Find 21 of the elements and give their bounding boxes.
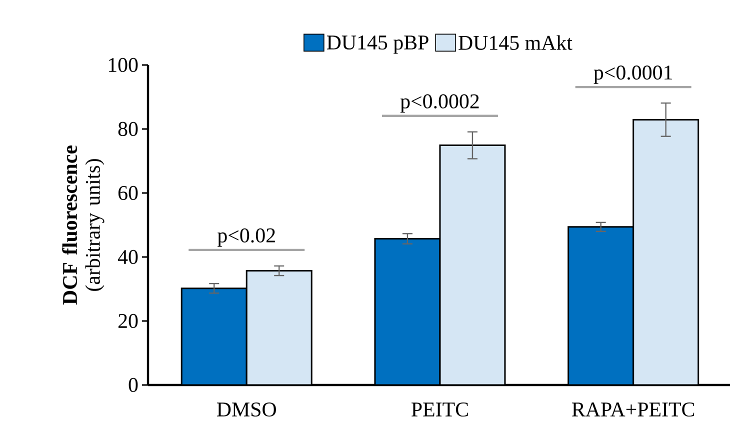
legend-label: DU145 pBP bbox=[326, 36, 428, 54]
bar bbox=[246, 270, 312, 385]
bar bbox=[632, 118, 700, 385]
y-tick-label: 60 bbox=[118, 186, 138, 200]
x-tick-label: DMSO bbox=[217, 402, 276, 417]
y-tick-label: 100 bbox=[108, 58, 138, 72]
y-tick-label: 0 bbox=[128, 378, 138, 392]
y-tick-label: 80 bbox=[118, 122, 138, 136]
bar bbox=[568, 226, 634, 385]
y-tick-label: 20 bbox=[118, 314, 138, 328]
y-axis-title: DCF fluorescence (arbitrary units) bbox=[62, 146, 104, 305]
bar bbox=[439, 144, 506, 385]
annotation: p<0.0001 bbox=[594, 66, 672, 84]
bar bbox=[374, 238, 441, 385]
x-tick-label: PEITC bbox=[412, 402, 468, 417]
x-tick-label: RAPA+PEITC bbox=[572, 402, 694, 417]
bar bbox=[180, 288, 248, 385]
annotation: p<0.02 bbox=[218, 228, 275, 247]
legend-label: DU145 mAkt bbox=[458, 35, 572, 50]
y-tick-label: 40 bbox=[118, 250, 138, 264]
annotation: p<0.0002 bbox=[400, 94, 479, 113]
